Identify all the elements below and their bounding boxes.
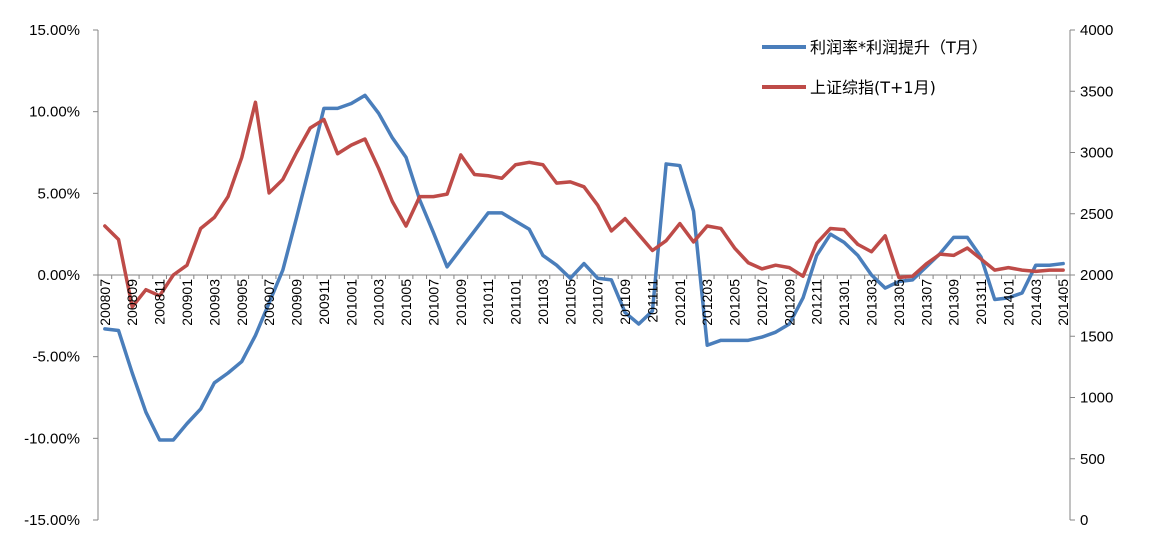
left-y-tick-label: 10.00% [29, 104, 80, 121]
left-y-tick-label: 0.00% [37, 267, 80, 284]
x-tick-label: 201301 [836, 279, 852, 326]
x-tick-label: 201209 [781, 279, 797, 326]
x-tick-label: 201405 [1055, 279, 1071, 326]
x-tick-label: 201011 [480, 279, 496, 325]
x-tick-label: 201201 [672, 279, 688, 326]
right-y-tick-label: 2500 [1080, 206, 1113, 223]
x-tick-label: 201403 [1028, 279, 1044, 326]
x-tick-label: 200905 [234, 279, 250, 326]
x-tick-label: 201203 [699, 279, 715, 326]
x-tick-label: 201101 [508, 279, 524, 325]
series-line-profit [103, 93, 1065, 442]
x-tick-label: 201401 [1000, 279, 1016, 326]
x-tick-label: 200807 [97, 279, 113, 326]
x-tick-label: 201205 [727, 279, 743, 326]
x-tick-label: 200903 [206, 279, 222, 326]
x-tick-label: 201005 [398, 279, 414, 326]
series-line-index [103, 100, 1065, 309]
x-tick-label: 201111 [644, 279, 660, 323]
legend: 利润率*利润提升（T月） 上证综指(T+1月) [762, 38, 988, 97]
x-tick-label: 201007 [425, 279, 441, 326]
right-y-tick-label: 500 [1080, 451, 1105, 468]
x-tick-label: 201001 [343, 279, 359, 326]
right-y-tick-label: 3500 [1080, 83, 1113, 100]
x-tick-label: 200907 [261, 279, 277, 326]
x-tick-label: 200909 [289, 279, 305, 326]
x-tick-label: 201107 [590, 279, 606, 325]
x-tick-label: 201009 [453, 279, 469, 326]
x-tick-label: 201109 [617, 279, 633, 325]
x-tick-label: 201311 [973, 279, 989, 325]
right-y-tick-label: 1500 [1080, 328, 1113, 345]
right-y-tick-label: 2000 [1080, 267, 1113, 284]
x-tick-label: 201103 [535, 279, 551, 325]
series-lines [103, 93, 1065, 442]
right-y-tick-label: 4000 [1080, 22, 1113, 39]
x-tick-label: 201211 [809, 279, 825, 325]
x-tick-label: 200811 [152, 279, 168, 325]
x-tick-label: 201303 [863, 279, 879, 326]
x-tick-label: 201207 [754, 279, 770, 326]
left-y-tick-label: 5.00% [37, 185, 80, 202]
left-y-tick-label: -10.00% [24, 430, 80, 447]
x-tick-label: 200809 [124, 279, 140, 326]
legend-label-profit-series: 利润率*利润提升（T月） [810, 38, 988, 57]
right-y-tick-label: 1000 [1080, 390, 1113, 407]
x-tick-label: 201305 [891, 279, 907, 326]
x-tick-label: 201105 [562, 279, 578, 325]
x-tick-label: 201309 [946, 279, 962, 326]
x-axis-labels: 200807 200809 200811 200901 200903 200905 2009… [97, 279, 1071, 326]
legend-label-index-series: 上证综指(T+1月) [810, 78, 936, 97]
x-tick-label: 201307 [918, 279, 934, 326]
axes: 15.00% 10.00% 5.00% 0.00% -5.00% -10.00% -15.0… [24, 22, 1113, 529]
right-y-tick-label: 0 [1080, 512, 1088, 529]
x-tick-label: 200911 [316, 279, 332, 325]
left-y-tick-label: -15.00% [24, 512, 80, 529]
right-y-tick-label: 3000 [1080, 145, 1113, 162]
left-y-tick-label: -5.00% [32, 349, 80, 366]
left-y-tick-label: 15.00% [29, 22, 80, 39]
x-tick-label: 201003 [371, 279, 387, 326]
x-tick-label: 200901 [179, 279, 195, 326]
